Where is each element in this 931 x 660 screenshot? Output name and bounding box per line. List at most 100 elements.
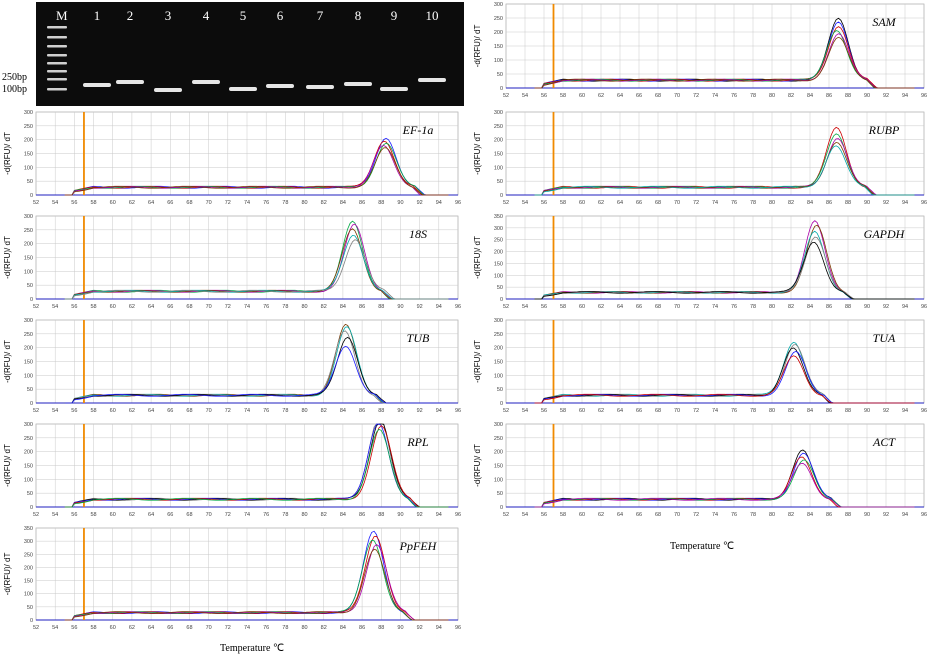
y-axis-label: -d(RFU)/ dT <box>3 236 12 279</box>
x-tick-label: 90 <box>864 408 870 414</box>
x-tick-label: 96 <box>921 512 927 518</box>
x-tick-label: 68 <box>186 408 192 414</box>
gel-lane-label: 7 <box>317 8 324 23</box>
x-tick-label: 56 <box>541 200 547 206</box>
melt-curve-chart-ef: 52 54 56 58 60 62 64 66 68 70 72 74 76 78 80 82 84 86 88 90… <box>3 110 461 206</box>
melt-curve-chart-rubp: 52 54 56 58 60 62 64 66 68 70 72 74 76 78 80 82 84 86 88 90… <box>473 110 927 206</box>
x-tick-label: 88 <box>378 304 384 310</box>
y-tick-label: 150 <box>494 261 503 267</box>
x-tick-label: 70 <box>674 93 680 99</box>
chart-title: TUB <box>407 331 430 345</box>
x-tick-label: 64 <box>617 200 623 206</box>
x-tick-label: 64 <box>617 512 623 518</box>
y-tick-label: 100 <box>494 273 503 279</box>
x-tick-label: 82 <box>321 304 327 310</box>
x-tick-label: 58 <box>90 625 96 631</box>
y-tick-label: 50 <box>497 179 503 185</box>
x-tick-label: 80 <box>769 200 775 206</box>
x-tick-label: 88 <box>845 408 851 414</box>
panel-18s: 52 54 56 58 60 62 64 66 68 70 72 74 76 78 80 82 84 86 88 90… <box>0 212 462 315</box>
y-tick-label: 150 <box>24 152 33 158</box>
y-tick-label: 150 <box>24 256 33 262</box>
y-tick-label: 50 <box>27 179 33 185</box>
gel-band <box>380 87 408 91</box>
x-tick-label: 68 <box>186 512 192 518</box>
panel-rpl: 52 54 56 58 60 62 64 66 68 70 72 74 76 78 80 82 84 86 88 90… <box>0 420 462 523</box>
x-tick-label: 80 <box>301 408 307 414</box>
x-tick-label: 82 <box>788 93 794 99</box>
y-tick-label: 0 <box>500 505 503 511</box>
x-tick-label: 76 <box>263 512 269 518</box>
x-tick-label: 74 <box>712 93 718 99</box>
gel-ladder-band <box>47 36 67 39</box>
gel-ladder-band <box>47 70 67 73</box>
gel-lane-label: 10 <box>426 8 439 23</box>
melt-curve-series <box>64 239 449 300</box>
x-tick-label: 80 <box>769 512 775 518</box>
y-tick-label: 150 <box>24 360 33 366</box>
x-tick-label: 92 <box>883 93 889 99</box>
y-tick-label: 50 <box>27 387 33 393</box>
x-tick-label: 66 <box>167 512 173 518</box>
x-tick-label: 90 <box>864 304 870 310</box>
x-tick-label: 66 <box>167 304 173 310</box>
y-tick-label: 150 <box>24 579 33 585</box>
melt-curve-chart-gapdh: 52 54 56 58 60 62 64 66 68 70 72 74 76 78 80 82 84 86 88 90… <box>473 214 927 310</box>
x-tick-label: 80 <box>769 93 775 99</box>
x-tick-label: 92 <box>417 304 423 310</box>
x-tick-label: 66 <box>167 408 173 414</box>
x-tick-label: 80 <box>301 512 307 518</box>
x-tick-label: 70 <box>206 200 212 206</box>
x-tick-label: 66 <box>636 200 642 206</box>
x-tick-label: 64 <box>617 93 623 99</box>
x-tick-label: 64 <box>148 625 154 631</box>
x-tick-label: 60 <box>579 512 585 518</box>
x-tick-label: 92 <box>417 408 423 414</box>
y-tick-label: 0 <box>500 193 503 199</box>
x-tick-label: 66 <box>167 200 173 206</box>
x-tick-label: 96 <box>921 200 927 206</box>
y-tick-label: 0 <box>500 401 503 407</box>
x-tick-label: 62 <box>129 200 135 206</box>
chart-title: GAPDH <box>864 227 906 241</box>
x-tick-label: 80 <box>301 304 307 310</box>
y-tick-label: 300 <box>24 318 33 324</box>
y-tick-label: 150 <box>494 360 503 366</box>
x-tick-label: 76 <box>731 512 737 518</box>
x-tick-label: 74 <box>244 512 250 518</box>
x-tick-label: 56 <box>71 304 77 310</box>
y-tick-label: 0 <box>30 618 33 624</box>
y-tick-label: 150 <box>494 44 503 50</box>
x-tick-label: 90 <box>864 93 870 99</box>
y-tick-label: 200 <box>494 138 503 144</box>
chart-title: RPL <box>406 435 429 449</box>
chart-title: TUA <box>873 331 896 345</box>
melt-curve-chart-tub: 52 54 56 58 60 62 64 66 68 70 72 74 76 78 80 82 84 86 88 90… <box>3 318 461 414</box>
y-tick-label: 300 <box>24 110 33 116</box>
melt-curve-series <box>534 36 915 89</box>
x-axis-label-left: Temperature ℃ <box>220 643 285 654</box>
y-tick-label: 150 <box>24 464 33 470</box>
x-tick-label: 84 <box>340 408 346 414</box>
gel-band <box>306 85 334 89</box>
x-tick-label: 54 <box>522 408 528 414</box>
x-tick-label: 88 <box>845 304 851 310</box>
y-tick-label: 100 <box>494 58 503 64</box>
gel-ladder-band <box>47 54 67 57</box>
x-tick-label: 80 <box>301 200 307 206</box>
x-tick-label: 78 <box>750 304 756 310</box>
y-tick-label: 250 <box>24 436 33 442</box>
x-tick-label: 82 <box>321 625 327 631</box>
x-tick-label: 86 <box>826 304 832 310</box>
x-tick-label: 54 <box>52 512 58 518</box>
gel-electrophoresis-image: M 250bp 100bp 1 2 3 4 5 6 7 8 9 10 <box>2 2 464 106</box>
x-tick-label: 76 <box>731 93 737 99</box>
x-tick-label: 78 <box>282 512 288 518</box>
x-tick-label: 52 <box>503 200 509 206</box>
y-tick-label: 350 <box>494 214 503 220</box>
chart-title: RUBP <box>868 123 900 137</box>
x-tick-label: 70 <box>206 408 212 414</box>
gel-lane-label: 3 <box>165 8 172 23</box>
x-tick-label: 56 <box>541 93 547 99</box>
y-axis-label: -d(RFU)/ dT <box>473 444 482 487</box>
